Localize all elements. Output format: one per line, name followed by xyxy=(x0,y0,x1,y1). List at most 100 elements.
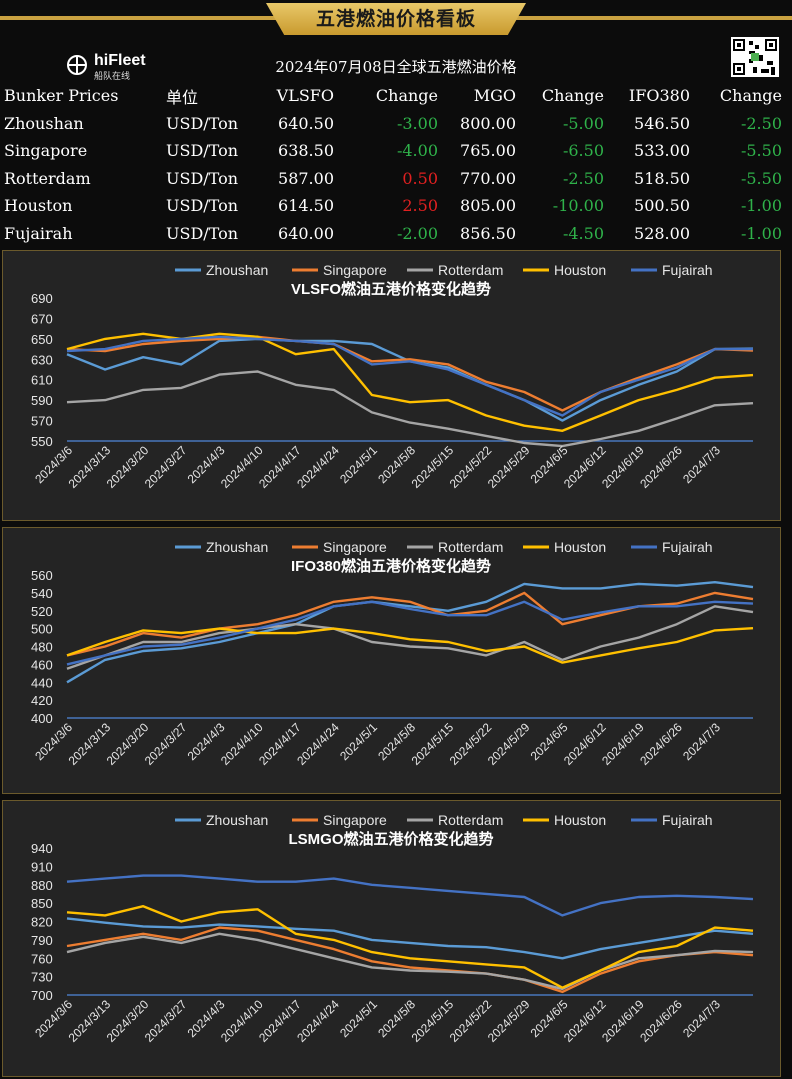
price-cell: 518.50 xyxy=(634,168,690,188)
y-tick-label: 760 xyxy=(31,951,53,966)
legend-label-houston: Houston xyxy=(554,812,606,828)
y-tick-label: 420 xyxy=(31,693,53,708)
unit-cell: USD/Ton xyxy=(166,141,239,161)
legend-label-singapore: Singapore xyxy=(323,812,387,828)
legend-label-houston: Houston xyxy=(554,262,606,278)
price-cell: 546.50 xyxy=(634,113,690,133)
change-cell: -5.00 xyxy=(562,113,604,133)
y-tick-label: 730 xyxy=(31,970,53,985)
x-tick-label: 2024/5/1 xyxy=(337,443,380,486)
change-cell: -10.00 xyxy=(552,196,604,216)
lsmgo-chart-panel: Zhoushan Singapore Rotterdam Houston Fujaira… xyxy=(2,800,781,1077)
unit-cell: USD/Ton xyxy=(166,196,239,216)
price-cell: 528.00 xyxy=(634,223,690,243)
ifo380-chart: Zhoushan Singapore Rotterdam Houston Fujaira… xyxy=(31,539,754,768)
series-line-houston xyxy=(66,332,754,433)
change-cell: -2.00 xyxy=(396,223,438,243)
chart-title: LSMGO燃油五港价格变化趋势 xyxy=(289,830,494,848)
legend-label-rotterdam: Rotterdam xyxy=(438,539,503,555)
logo-subtitle: 船队在线 xyxy=(94,72,131,82)
series-line-zhoushan xyxy=(66,337,754,422)
col-header-vlsfo: VLSFO xyxy=(276,86,334,106)
legend-label-fujairah: Fujairah xyxy=(662,262,713,278)
change-cell: -2.50 xyxy=(740,113,782,133)
x-tick-label: 2024/3/27 xyxy=(142,720,190,768)
col-header-change: Change xyxy=(719,86,782,106)
qr-code-icon[interactable] xyxy=(731,37,779,77)
chart-title: IFO380燃油五港价格变化趋势 xyxy=(291,557,491,575)
change-cell: 0.50 xyxy=(402,168,438,188)
y-tick-label: 500 xyxy=(31,622,53,637)
col-header-port: Bunker Prices xyxy=(4,86,119,106)
price-cell: 800.00 xyxy=(460,113,516,133)
legend-label-rotterdam: Rotterdam xyxy=(438,812,503,828)
y-tick-label: 790 xyxy=(31,933,53,948)
chart-title: VLSFO燃油五港价格变化趋势 xyxy=(291,280,491,298)
x-tick-label: 2024/6/26 xyxy=(637,720,685,768)
change-cell: -4.00 xyxy=(396,141,438,161)
table-row: Fujairah USD/Ton 640.00 -2.00 856.50 -4.50 528… xyxy=(0,220,782,248)
series-line-fujairah xyxy=(66,874,754,917)
series-line-fujairah xyxy=(66,600,754,666)
x-tick-label: 2024/7/3 xyxy=(680,997,723,1040)
y-tick-label: 570 xyxy=(31,414,53,429)
change-cell: -5.50 xyxy=(740,168,782,188)
change-cell: -1.00 xyxy=(740,196,782,216)
logo-name: hiFleet xyxy=(94,52,146,69)
y-tick-label: 550 xyxy=(31,434,53,449)
series-line-rotterdam xyxy=(66,370,754,448)
change-cell: -3.00 xyxy=(396,113,438,133)
x-tick-label: 2024/5/29 xyxy=(485,443,533,491)
col-header-mgo: MGO xyxy=(473,86,516,106)
y-tick-label: 590 xyxy=(31,393,53,408)
port-name: Houston xyxy=(4,196,73,216)
legend-label-zhoushan: Zhoushan xyxy=(206,539,268,555)
legend-label-houston: Houston xyxy=(554,539,606,555)
y-tick-label: 540 xyxy=(31,586,53,601)
series-line-houston xyxy=(66,627,754,664)
col-header-change: Change xyxy=(541,86,604,106)
port-name: Zhoushan xyxy=(4,113,84,133)
ship-wheel-icon xyxy=(67,55,87,75)
y-tick-label: 910 xyxy=(31,859,53,874)
col-header-unit: 单位 xyxy=(166,87,199,107)
unit-cell: USD/Ton xyxy=(166,223,239,243)
y-tick-label: 700 xyxy=(31,988,53,1003)
x-tick-label: 2024/5/1 xyxy=(337,720,380,763)
series-line-zhoushan xyxy=(66,581,754,684)
change-cell: 2.50 xyxy=(402,196,438,216)
x-tick-label: 2024/4/24 xyxy=(294,443,342,491)
price-cell: 770.00 xyxy=(460,168,516,188)
price-cell: 856.50 xyxy=(460,223,516,243)
y-tick-label: 560 xyxy=(31,568,53,583)
table-row: Singapore USD/Ton 638.50 -4.00 765.00 -6.50 53… xyxy=(0,137,782,165)
x-tick-label: 2024/7/3 xyxy=(680,443,723,486)
legend-label-fujairah: Fujairah xyxy=(662,812,713,828)
y-tick-label: 440 xyxy=(31,675,53,690)
ifo380-chart-panel: Zhoushan Singapore Rotterdam Houston Fujaira… xyxy=(2,527,781,794)
legend-label-singapore: Singapore xyxy=(323,262,387,278)
col-header-ifo380: IFO380 xyxy=(628,86,690,106)
y-tick-label: 690 xyxy=(31,291,53,306)
unit-cell: USD/Ton xyxy=(166,113,239,133)
change-cell: -5.50 xyxy=(740,141,782,161)
x-tick-label: 2024/4/24 xyxy=(294,720,342,768)
price-cell: 587.00 xyxy=(278,168,334,188)
banner-plate xyxy=(266,3,526,35)
price-cell: 765.00 xyxy=(460,141,516,161)
x-tick-label: 2024/3/27 xyxy=(142,997,190,1045)
table-row: Houston USD/Ton 614.50 2.50 805.00 -10.00 500.… xyxy=(0,192,782,220)
y-tick-label: 610 xyxy=(31,373,53,388)
x-tick-label: 2024/6/26 xyxy=(637,997,685,1045)
y-tick-label: 820 xyxy=(31,915,53,930)
report-subtitle: 2024年07月08日全球五港燃油价格 xyxy=(275,58,517,76)
x-tick-label: 2024/7/3 xyxy=(680,720,723,763)
price-cell: 640.50 xyxy=(278,113,334,133)
y-tick-label: 460 xyxy=(31,657,53,672)
legend-label-fujairah: Fujairah xyxy=(662,539,713,555)
y-tick-label: 880 xyxy=(31,878,53,893)
y-tick-label: 670 xyxy=(31,311,53,326)
price-cell: 614.50 xyxy=(278,196,334,216)
y-tick-label: 400 xyxy=(31,711,53,726)
y-tick-label: 480 xyxy=(31,640,53,655)
